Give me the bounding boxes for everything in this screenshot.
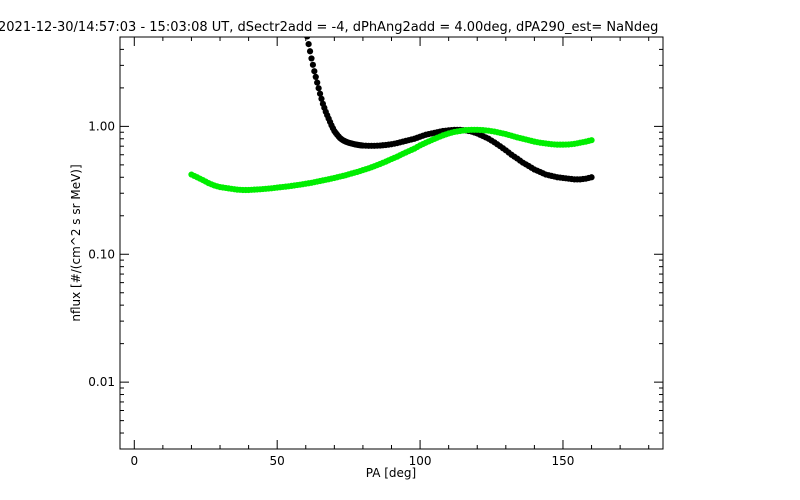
x-tick-label: 50 — [270, 454, 285, 468]
data-point — [314, 79, 321, 86]
data-point — [305, 40, 312, 48]
series-layer — [188, 37, 595, 194]
data-point — [309, 61, 317, 68]
data-point — [315, 85, 322, 92]
x-tick-label: 100 — [409, 454, 432, 468]
data-point — [308, 55, 315, 62]
data-point — [312, 73, 319, 81]
plot-frame — [119, 36, 664, 450]
x-axis: 0 50 100 150 — [130, 37, 650, 468]
data-point — [306, 48, 314, 55]
data-point — [316, 90, 324, 97]
data-point — [588, 174, 595, 181]
series-clip-group — [188, 37, 595, 194]
data-series-1 — [304, 37, 595, 183]
x-tick-label: 150 — [552, 454, 575, 468]
x-tick-label: 0 — [130, 454, 138, 468]
y-tick-label: 0.10 — [88, 247, 115, 261]
data-point — [311, 68, 318, 75]
data-point — [318, 95, 325, 102]
data-point — [304, 37, 311, 40]
x-axis-label: PA [deg] — [366, 466, 416, 480]
y-tick-label: 1.00 — [88, 119, 115, 133]
y-tick-label: 0.01 — [88, 375, 115, 389]
data-series-2 — [188, 126, 595, 194]
data-point — [588, 137, 595, 144]
y-axis: 0.01 0.10 1.00 — [88, 36, 663, 450]
chart-title: 2021-12-30/14:57:03 - 15:03:08 UT, dSect… — [0, 20, 658, 35]
y-axis-label: nflux [#/(cm^2 s sr MeV)] — [69, 164, 83, 321]
